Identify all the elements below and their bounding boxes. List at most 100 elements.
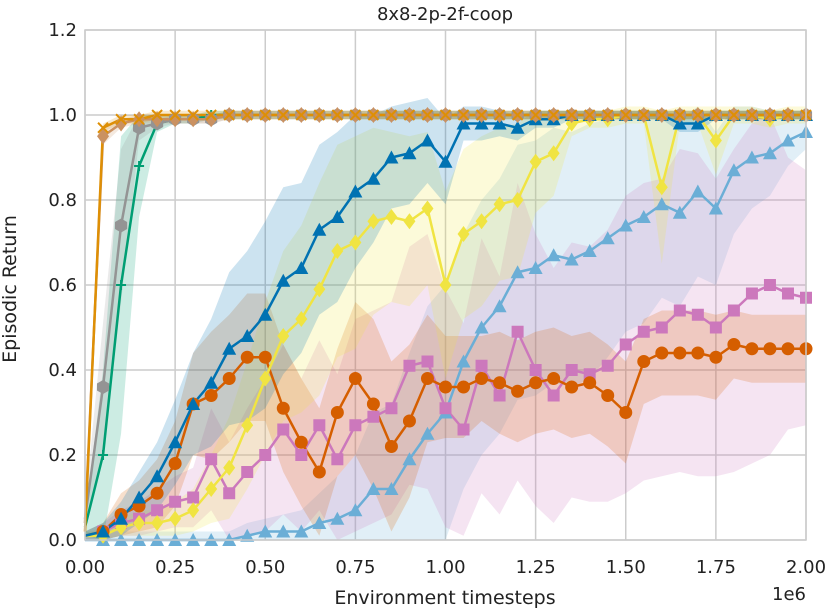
data-point — [385, 109, 398, 121]
data-point — [636, 210, 651, 223]
data-point — [547, 145, 560, 162]
data-point — [312, 465, 326, 479]
data-point — [168, 457, 182, 470]
data-point — [204, 389, 218, 402]
data-point — [457, 109, 470, 121]
data-point — [421, 200, 434, 217]
data-point — [709, 321, 722, 334]
data-point — [330, 406, 344, 419]
data-point — [151, 504, 164, 517]
data-point — [655, 179, 668, 196]
data-point — [438, 154, 453, 168]
data-point — [654, 197, 669, 211]
data-point — [349, 234, 362, 251]
data-point — [133, 120, 146, 135]
data-point — [493, 109, 506, 121]
data-point — [474, 320, 489, 334]
data-point — [655, 321, 668, 334]
data-point — [295, 109, 308, 121]
data-point — [420, 133, 435, 147]
data-point — [708, 201, 723, 215]
data-point — [222, 341, 237, 355]
data-point — [728, 109, 740, 121]
data-point — [277, 109, 289, 121]
data-point — [637, 325, 650, 338]
data-point — [331, 243, 344, 259]
data-point — [582, 244, 597, 257]
data-point — [781, 342, 795, 356]
data-point — [402, 452, 417, 466]
data-point — [312, 516, 327, 529]
data-point — [313, 419, 326, 432]
data-point — [420, 372, 434, 385]
data-point — [223, 459, 236, 476]
data-point — [511, 325, 524, 338]
data-point — [547, 372, 561, 385]
x-tick-label: 1.00 — [425, 557, 465, 578]
data-point — [529, 376, 543, 390]
data-point — [511, 384, 525, 398]
data-point — [276, 273, 291, 287]
data-point — [348, 184, 363, 198]
data-point — [620, 109, 632, 121]
data-point — [403, 213, 416, 230]
data-point — [475, 372, 489, 385]
data-point — [313, 281, 326, 298]
data-point — [134, 161, 145, 171]
data-point — [601, 389, 615, 402]
data-point — [457, 226, 470, 242]
y-tick-label: 0.4 — [48, 360, 77, 381]
data-point — [511, 109, 524, 121]
data-point — [565, 380, 579, 394]
data-point — [222, 372, 236, 385]
data-point — [97, 128, 110, 145]
data-point — [330, 210, 345, 223]
data-point — [169, 510, 182, 527]
confidence-band — [85, 106, 806, 540]
data-point — [133, 515, 146, 531]
data-point — [385, 209, 398, 225]
data-point — [601, 359, 614, 372]
data-point — [746, 109, 758, 121]
data-point — [402, 146, 417, 160]
data-point — [96, 380, 110, 394]
data-point — [529, 153, 542, 170]
data-point — [763, 342, 777, 356]
data-point — [169, 495, 182, 508]
data-point — [655, 346, 669, 360]
data-point — [349, 419, 362, 432]
data-point — [277, 423, 290, 436]
y-tick-label: 0.8 — [48, 190, 77, 211]
data-point — [762, 146, 777, 160]
data-point — [656, 109, 668, 121]
data-point — [600, 231, 615, 245]
data-point — [114, 218, 128, 233]
data-point — [98, 450, 109, 460]
data-point — [510, 265, 525, 279]
data-point — [115, 115, 128, 132]
data-point — [241, 109, 253, 121]
data-point — [150, 486, 164, 500]
y-tick-label: 0.6 — [48, 275, 77, 296]
x-axis-label: Environment timesteps — [334, 587, 555, 609]
data-point — [673, 346, 687, 360]
data-point — [151, 111, 164, 128]
data-point — [781, 287, 794, 300]
data-point — [96, 524, 111, 538]
data-point — [205, 481, 218, 497]
data-point — [259, 449, 272, 461]
data-point — [384, 150, 399, 164]
data-point — [602, 109, 614, 121]
y-tick-label: 1.2 — [48, 20, 77, 41]
data-point — [727, 338, 741, 351]
x-tick-label: 1.75 — [696, 557, 736, 578]
data-point — [457, 380, 471, 394]
data-point — [439, 402, 452, 415]
data-point — [331, 453, 344, 466]
data-point — [366, 397, 380, 411]
data-point — [439, 109, 452, 121]
data-point — [493, 196, 506, 213]
data-point — [294, 524, 309, 538]
data-point — [313, 109, 326, 121]
data-point — [294, 261, 309, 274]
